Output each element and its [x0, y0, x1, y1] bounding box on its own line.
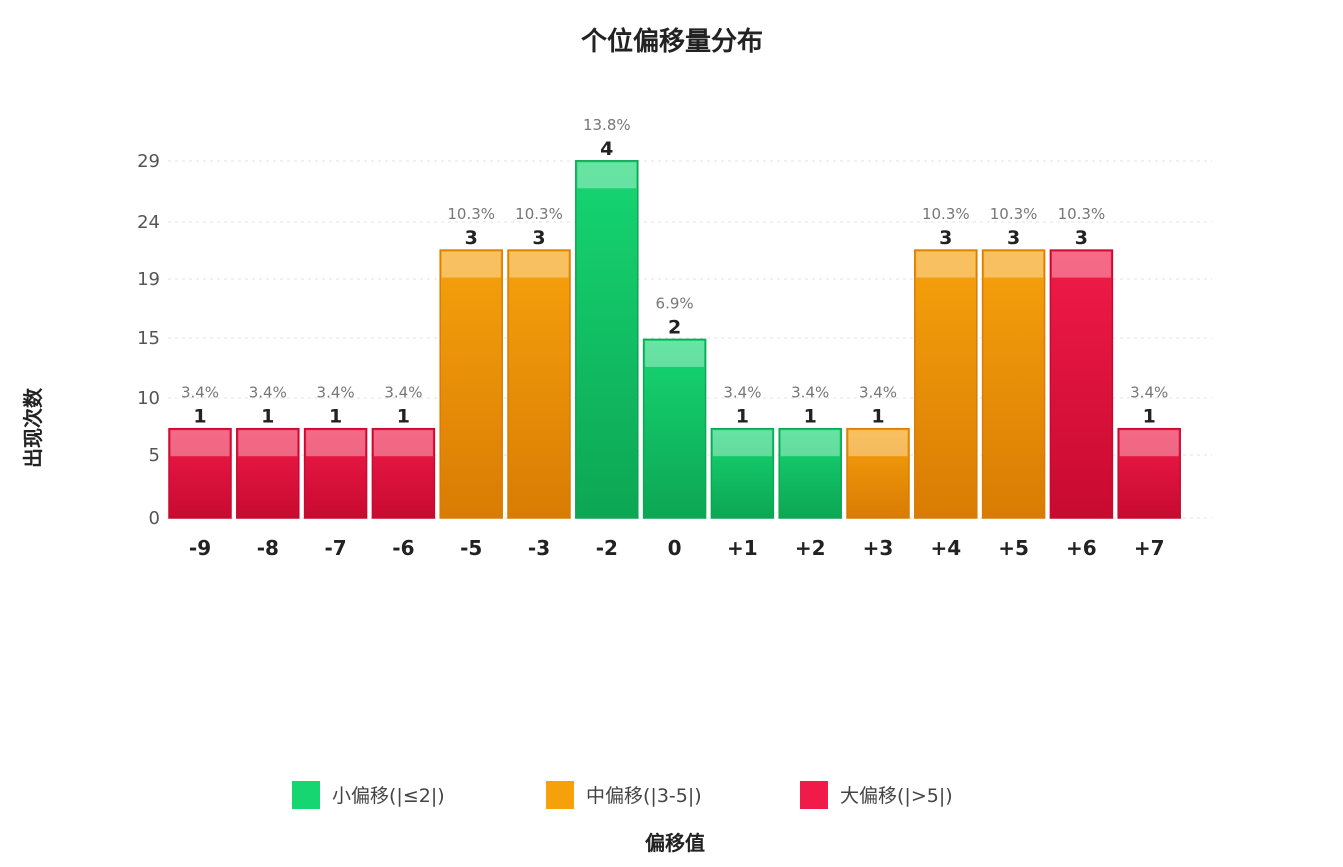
legend: 小偏移(|≤2|) 中偏移(|3-5|) 大偏移(|>5|) — [292, 781, 953, 809]
bar-highlight — [373, 430, 433, 457]
percent-label: 3.4% — [384, 384, 422, 402]
bar-highlight — [509, 251, 569, 278]
bar--8[interactable] — [236, 427, 300, 519]
bar--5[interactable] — [439, 249, 503, 519]
count-label: 4 — [600, 138, 613, 160]
bar-+6[interactable] — [1049, 249, 1114, 519]
bar-+1[interactable] — [710, 427, 775, 519]
bar-highlight — [984, 251, 1044, 278]
count-label: 3 — [465, 227, 478, 249]
bar-highlight — [238, 430, 298, 457]
bar-highlight — [780, 430, 840, 457]
x-tick-label: +6 — [1066, 536, 1097, 560]
percent-label: 3.4% — [859, 384, 897, 402]
x-tick-label: -2 — [596, 536, 618, 560]
bar--9[interactable] — [168, 427, 232, 519]
count-label: 2 — [668, 316, 681, 338]
percent-label: 10.3% — [447, 205, 495, 223]
bar-highlight — [306, 430, 366, 457]
x-tick-label: -8 — [257, 536, 279, 560]
percent-label: 10.3% — [990, 205, 1038, 223]
count-label: 3 — [1075, 227, 1088, 249]
x-axis-title: 偏移值 — [645, 831, 705, 855]
bar-+7[interactable] — [1117, 427, 1181, 519]
bar--7[interactable] — [303, 427, 368, 519]
legend-label-large[interactable]: 大偏移(|>5|) — [840, 785, 953, 807]
count-label: 1 — [1143, 406, 1156, 428]
percent-label: 10.3% — [1058, 205, 1106, 223]
y-tick-label: 15 — [137, 328, 160, 349]
bar-+4[interactable] — [914, 249, 978, 519]
count-label: 1 — [736, 406, 749, 428]
percent-label: 3.4% — [317, 384, 355, 402]
x-tick-label: -9 — [189, 536, 211, 560]
x-tick-label: +1 — [727, 536, 758, 560]
count-label: 3 — [1007, 227, 1020, 249]
y-tick-label: 5 — [149, 445, 160, 466]
x-tick-label: -5 — [460, 536, 482, 560]
legend-label-small[interactable]: 小偏移(|≤2|) — [332, 785, 445, 807]
bar-highlight — [170, 430, 230, 457]
bar-+3[interactable] — [846, 427, 910, 519]
bar-+5[interactable] — [981, 249, 1046, 519]
count-label: 3 — [532, 227, 545, 249]
percent-label: 3.4% — [723, 384, 761, 402]
count-label: 1 — [804, 406, 817, 428]
y-axis-ticks: 0 5 10 15 19 24 29 — [137, 151, 160, 529]
bar-highlight — [848, 430, 908, 457]
legend-swatch-large[interactable] — [800, 781, 828, 809]
chart-title: 个位偏移量分布 — [581, 26, 763, 57]
legend-label-medium[interactable]: 中偏移(|3-5|) — [586, 785, 702, 807]
y-tick-label: 24 — [137, 212, 160, 233]
y-tick-label: 10 — [137, 388, 160, 409]
bar-+2[interactable] — [778, 427, 842, 519]
count-label: 1 — [397, 406, 410, 428]
count-label: 3 — [939, 227, 952, 249]
count-label: 1 — [261, 406, 274, 428]
bar-0[interactable] — [642, 338, 707, 519]
count-label: 1 — [871, 406, 884, 428]
legend-swatch-medium[interactable] — [546, 781, 574, 809]
count-label: 1 — [193, 406, 206, 428]
bar--3[interactable] — [507, 249, 571, 519]
percent-label: 3.4% — [249, 384, 287, 402]
percent-label: 10.3% — [922, 205, 970, 223]
x-tick-label: -6 — [392, 536, 414, 560]
percent-label: 3.4% — [1130, 384, 1168, 402]
count-label: 1 — [329, 406, 342, 428]
bars — [168, 160, 1181, 519]
percent-label: 6.9% — [656, 294, 694, 312]
x-tick-label: -7 — [324, 536, 346, 560]
percent-label: 13.8% — [583, 116, 631, 134]
bar-highlight — [712, 430, 772, 457]
x-tick-label: +5 — [998, 536, 1029, 560]
percent-label: 10.3% — [515, 205, 563, 223]
y-tick-label: 0 — [149, 508, 160, 529]
y-axis-title: 出现次数 — [21, 387, 45, 468]
x-tick-label: +3 — [863, 536, 894, 560]
bar-highlight — [916, 251, 976, 278]
x-tick-label: +7 — [1134, 536, 1165, 560]
y-tick-label: 19 — [137, 269, 160, 290]
bar--2[interactable] — [575, 160, 639, 519]
y-tick-label: 29 — [137, 151, 160, 172]
data-labels: 1 3.4% 1 3.4% 1 3.4% 1 3.4% 3 10.3% 3 10.3% 4 13.8% 2 6… — [181, 116, 1168, 428]
bar-highlight — [577, 162, 637, 189]
x-tick-label: +2 — [795, 536, 826, 560]
percent-label: 3.4% — [791, 384, 829, 402]
bar-highlight — [441, 251, 501, 278]
x-tick-label: +4 — [930, 536, 961, 560]
x-axis-ticks: -9 -8 -7 -6 -5 -3 -2 0 +1 +2 +3 +4 +5 +6 +7 — [189, 536, 1165, 560]
x-tick-label: 0 — [668, 536, 682, 560]
x-tick-label: -3 — [528, 536, 550, 560]
bar-highlight — [1051, 251, 1111, 278]
bar-highlight — [1119, 430, 1179, 457]
bar--6[interactable] — [371, 427, 436, 519]
percent-label: 3.4% — [181, 384, 219, 402]
bar-highlight — [645, 340, 705, 367]
legend-swatch-small[interactable] — [292, 781, 320, 809]
